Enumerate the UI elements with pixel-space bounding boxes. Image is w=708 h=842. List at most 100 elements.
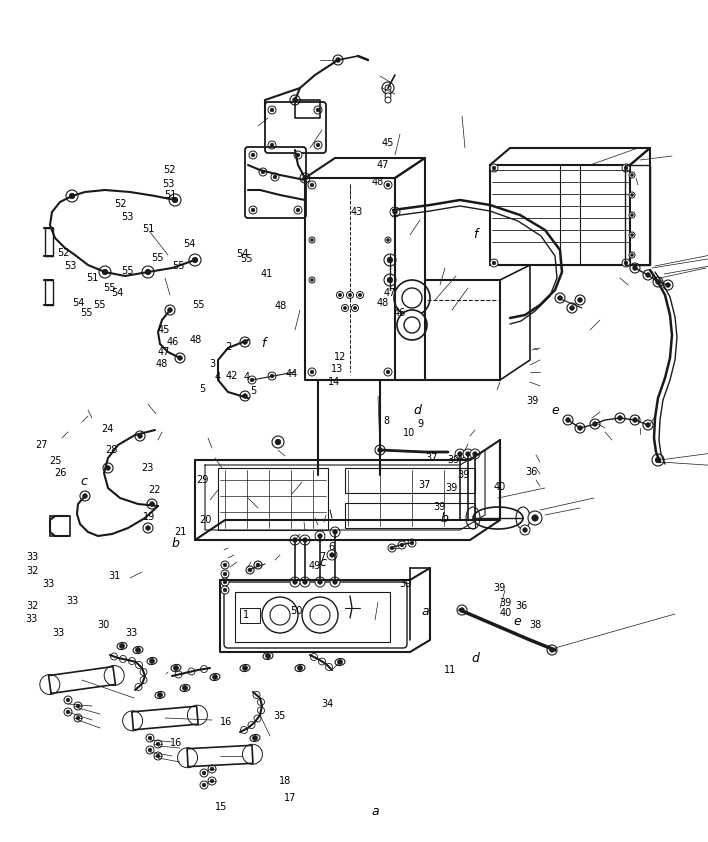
Circle shape (549, 647, 554, 653)
Circle shape (333, 530, 337, 535)
Circle shape (135, 684, 142, 690)
Circle shape (353, 306, 357, 310)
Circle shape (188, 705, 207, 725)
Circle shape (547, 645, 557, 655)
Bar (240, 608, 260, 623)
Circle shape (624, 166, 628, 170)
Circle shape (246, 566, 254, 574)
Circle shape (457, 605, 467, 615)
Text: a: a (372, 805, 379, 818)
Circle shape (290, 95, 300, 105)
Text: 4: 4 (244, 372, 249, 382)
Text: 39: 39 (493, 583, 506, 593)
Circle shape (622, 259, 630, 267)
Circle shape (490, 259, 498, 267)
Circle shape (120, 643, 125, 648)
Bar (45, 228, 53, 256)
Circle shape (375, 445, 385, 455)
Text: f: f (261, 337, 266, 350)
Circle shape (578, 298, 582, 302)
Circle shape (492, 261, 496, 264)
Text: 47: 47 (157, 347, 170, 357)
Circle shape (302, 597, 338, 633)
Text: 55: 55 (121, 266, 134, 276)
Text: 24: 24 (101, 424, 114, 434)
Circle shape (178, 748, 198, 768)
Circle shape (145, 269, 151, 274)
Circle shape (294, 151, 302, 159)
Circle shape (258, 699, 265, 706)
Circle shape (290, 535, 300, 545)
Text: 55: 55 (172, 261, 185, 271)
Circle shape (168, 307, 172, 312)
Circle shape (618, 416, 622, 420)
Circle shape (394, 280, 430, 316)
Circle shape (315, 531, 325, 541)
Circle shape (330, 552, 334, 557)
Circle shape (221, 561, 229, 569)
Text: 48: 48 (189, 335, 202, 345)
Circle shape (146, 525, 150, 530)
Circle shape (631, 233, 634, 237)
Text: 41: 41 (260, 269, 273, 280)
Text: 49: 49 (308, 561, 321, 571)
Circle shape (327, 550, 337, 560)
Circle shape (240, 337, 250, 347)
Text: 52: 52 (57, 248, 70, 258)
Text: 50: 50 (290, 606, 302, 616)
Text: 33: 33 (52, 628, 64, 638)
Text: 30: 30 (97, 620, 110, 630)
Circle shape (624, 261, 628, 264)
Bar (345, 503, 475, 528)
Text: 29: 29 (196, 475, 209, 485)
Circle shape (384, 181, 392, 189)
Circle shape (314, 141, 322, 149)
Text: 54: 54 (183, 239, 196, 249)
Circle shape (135, 662, 142, 669)
Circle shape (490, 164, 498, 172)
Text: 51: 51 (142, 224, 155, 234)
Circle shape (270, 143, 274, 147)
Circle shape (150, 502, 154, 506)
Text: 36: 36 (525, 466, 537, 477)
Circle shape (300, 577, 310, 587)
Circle shape (169, 194, 181, 206)
Bar (235, 592, 390, 642)
Text: 54: 54 (236, 249, 249, 259)
Circle shape (630, 263, 640, 273)
Text: 53: 53 (64, 261, 77, 271)
Text: f: f (474, 227, 478, 241)
Circle shape (243, 340, 247, 344)
Circle shape (146, 734, 154, 742)
Circle shape (110, 653, 118, 660)
Ellipse shape (180, 685, 190, 691)
Circle shape (135, 431, 145, 441)
Text: 19: 19 (142, 512, 155, 522)
Circle shape (390, 546, 394, 550)
Circle shape (253, 691, 260, 699)
Circle shape (249, 206, 257, 214)
Text: 51: 51 (86, 273, 98, 283)
Circle shape (316, 143, 320, 147)
Circle shape (387, 277, 393, 283)
Circle shape (105, 466, 110, 470)
Text: 55: 55 (80, 308, 93, 318)
Circle shape (67, 710, 70, 714)
Circle shape (271, 173, 279, 181)
Text: 4: 4 (215, 372, 221, 382)
Text: 8: 8 (384, 416, 389, 426)
Circle shape (251, 153, 255, 157)
Circle shape (346, 291, 353, 299)
Circle shape (154, 752, 162, 760)
Circle shape (146, 746, 154, 754)
Circle shape (473, 452, 477, 456)
Circle shape (148, 749, 152, 752)
Circle shape (466, 452, 470, 456)
Circle shape (212, 674, 217, 679)
Text: 33: 33 (67, 596, 79, 606)
Ellipse shape (250, 734, 260, 742)
Text: 16: 16 (220, 717, 233, 727)
Text: 55: 55 (103, 283, 115, 293)
Text: 20: 20 (199, 515, 212, 525)
Circle shape (385, 89, 391, 95)
